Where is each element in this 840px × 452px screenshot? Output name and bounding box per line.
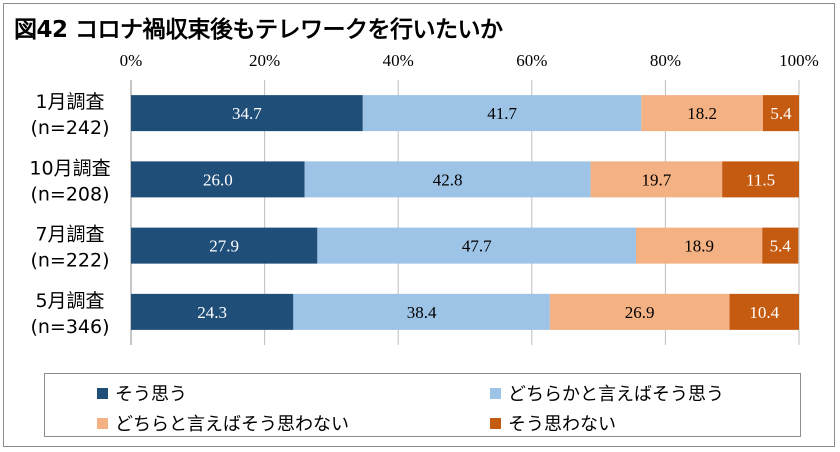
x-tick-label: 40% (383, 51, 414, 70)
data-label: 18.2 (687, 104, 717, 123)
data-label: 5.4 (770, 104, 792, 123)
data-label: 34.7 (232, 104, 262, 123)
legend-swatch (97, 387, 108, 399)
bar-segment (304, 161, 591, 198)
category-label: 7月調査 (35, 224, 104, 246)
bar-segment (131, 227, 318, 264)
data-label: 5.4 (770, 237, 792, 256)
chart-title: 図42 コロナ禍収束後もテレワークを行いたいか (14, 17, 503, 43)
x-tick-label: 100% (779, 51, 819, 70)
bar-segment (636, 227, 763, 264)
legend-label: どちらかと言えばそう思う (508, 384, 724, 405)
bar-segment (762, 95, 799, 132)
bar-segment (590, 161, 723, 198)
data-label: 24.3 (197, 303, 227, 322)
legend-item-dochira-soo-omowanai: どちらと言えばそう思わない (97, 410, 349, 436)
legend-label: そう思う (115, 384, 187, 405)
category-sublabel: (n=222) (30, 250, 109, 272)
category-sublabel: (n=242) (30, 117, 109, 139)
legend-item-soo-omou: そう思う (97, 380, 187, 406)
x-tick-label: 20% (249, 51, 280, 70)
x-tick-label: 80% (650, 51, 681, 70)
bar-segment (293, 293, 550, 330)
bar-segment (131, 95, 363, 132)
legend-swatch (490, 417, 501, 429)
bar-segment (641, 95, 763, 132)
bar-segment (131, 161, 305, 198)
data-label: 18.9 (684, 237, 714, 256)
category-sublabel: (n=346) (30, 316, 109, 338)
bar-segment (762, 227, 799, 264)
category-label: 10月調査 (29, 157, 110, 179)
legend-swatch (490, 387, 501, 399)
bar-segment (362, 95, 642, 132)
data-label: 27.9 (209, 237, 239, 256)
bar-segment (729, 293, 799, 330)
legend-item-soo-omowanai: そう思わない (490, 410, 616, 436)
legend: そう思う どちらかと言えばそう思う どちらと言えばそう思わない そう思わない (44, 373, 801, 437)
legend-swatch (97, 417, 108, 429)
legend-label: どちらと言えばそう思わない (115, 414, 349, 435)
category-sublabel: (n=208) (30, 183, 109, 205)
bar-segment (549, 293, 730, 330)
bar-segment (317, 227, 637, 264)
category-label: 1月調査 (35, 91, 104, 113)
data-label: 26.9 (625, 303, 655, 322)
data-label: 47.7 (462, 237, 492, 256)
data-label: 38.4 (407, 303, 437, 322)
data-label: 19.7 (642, 170, 672, 189)
legend-item-dochiraka-soo-omou: どちらかと言えばそう思う (490, 380, 724, 406)
legend-label: そう思わない (508, 414, 616, 435)
data-label: 41.7 (487, 104, 517, 123)
data-label: 10.4 (749, 303, 779, 322)
bar-chart: 0% 20% 40% 60% 80% 100% 1月調査 (n=242) 34.7 41.7 18.… (29, 51, 819, 345)
bar-segment (722, 161, 799, 198)
x-tick-label: 0% (120, 51, 143, 70)
category-label: 5月調査 (35, 290, 104, 312)
x-tick-label: 60% (516, 51, 547, 70)
bar-segment (131, 293, 294, 330)
data-label: 42.8 (433, 170, 463, 189)
data-label: 11.5 (746, 170, 775, 189)
data-label: 26.0 (203, 170, 233, 189)
